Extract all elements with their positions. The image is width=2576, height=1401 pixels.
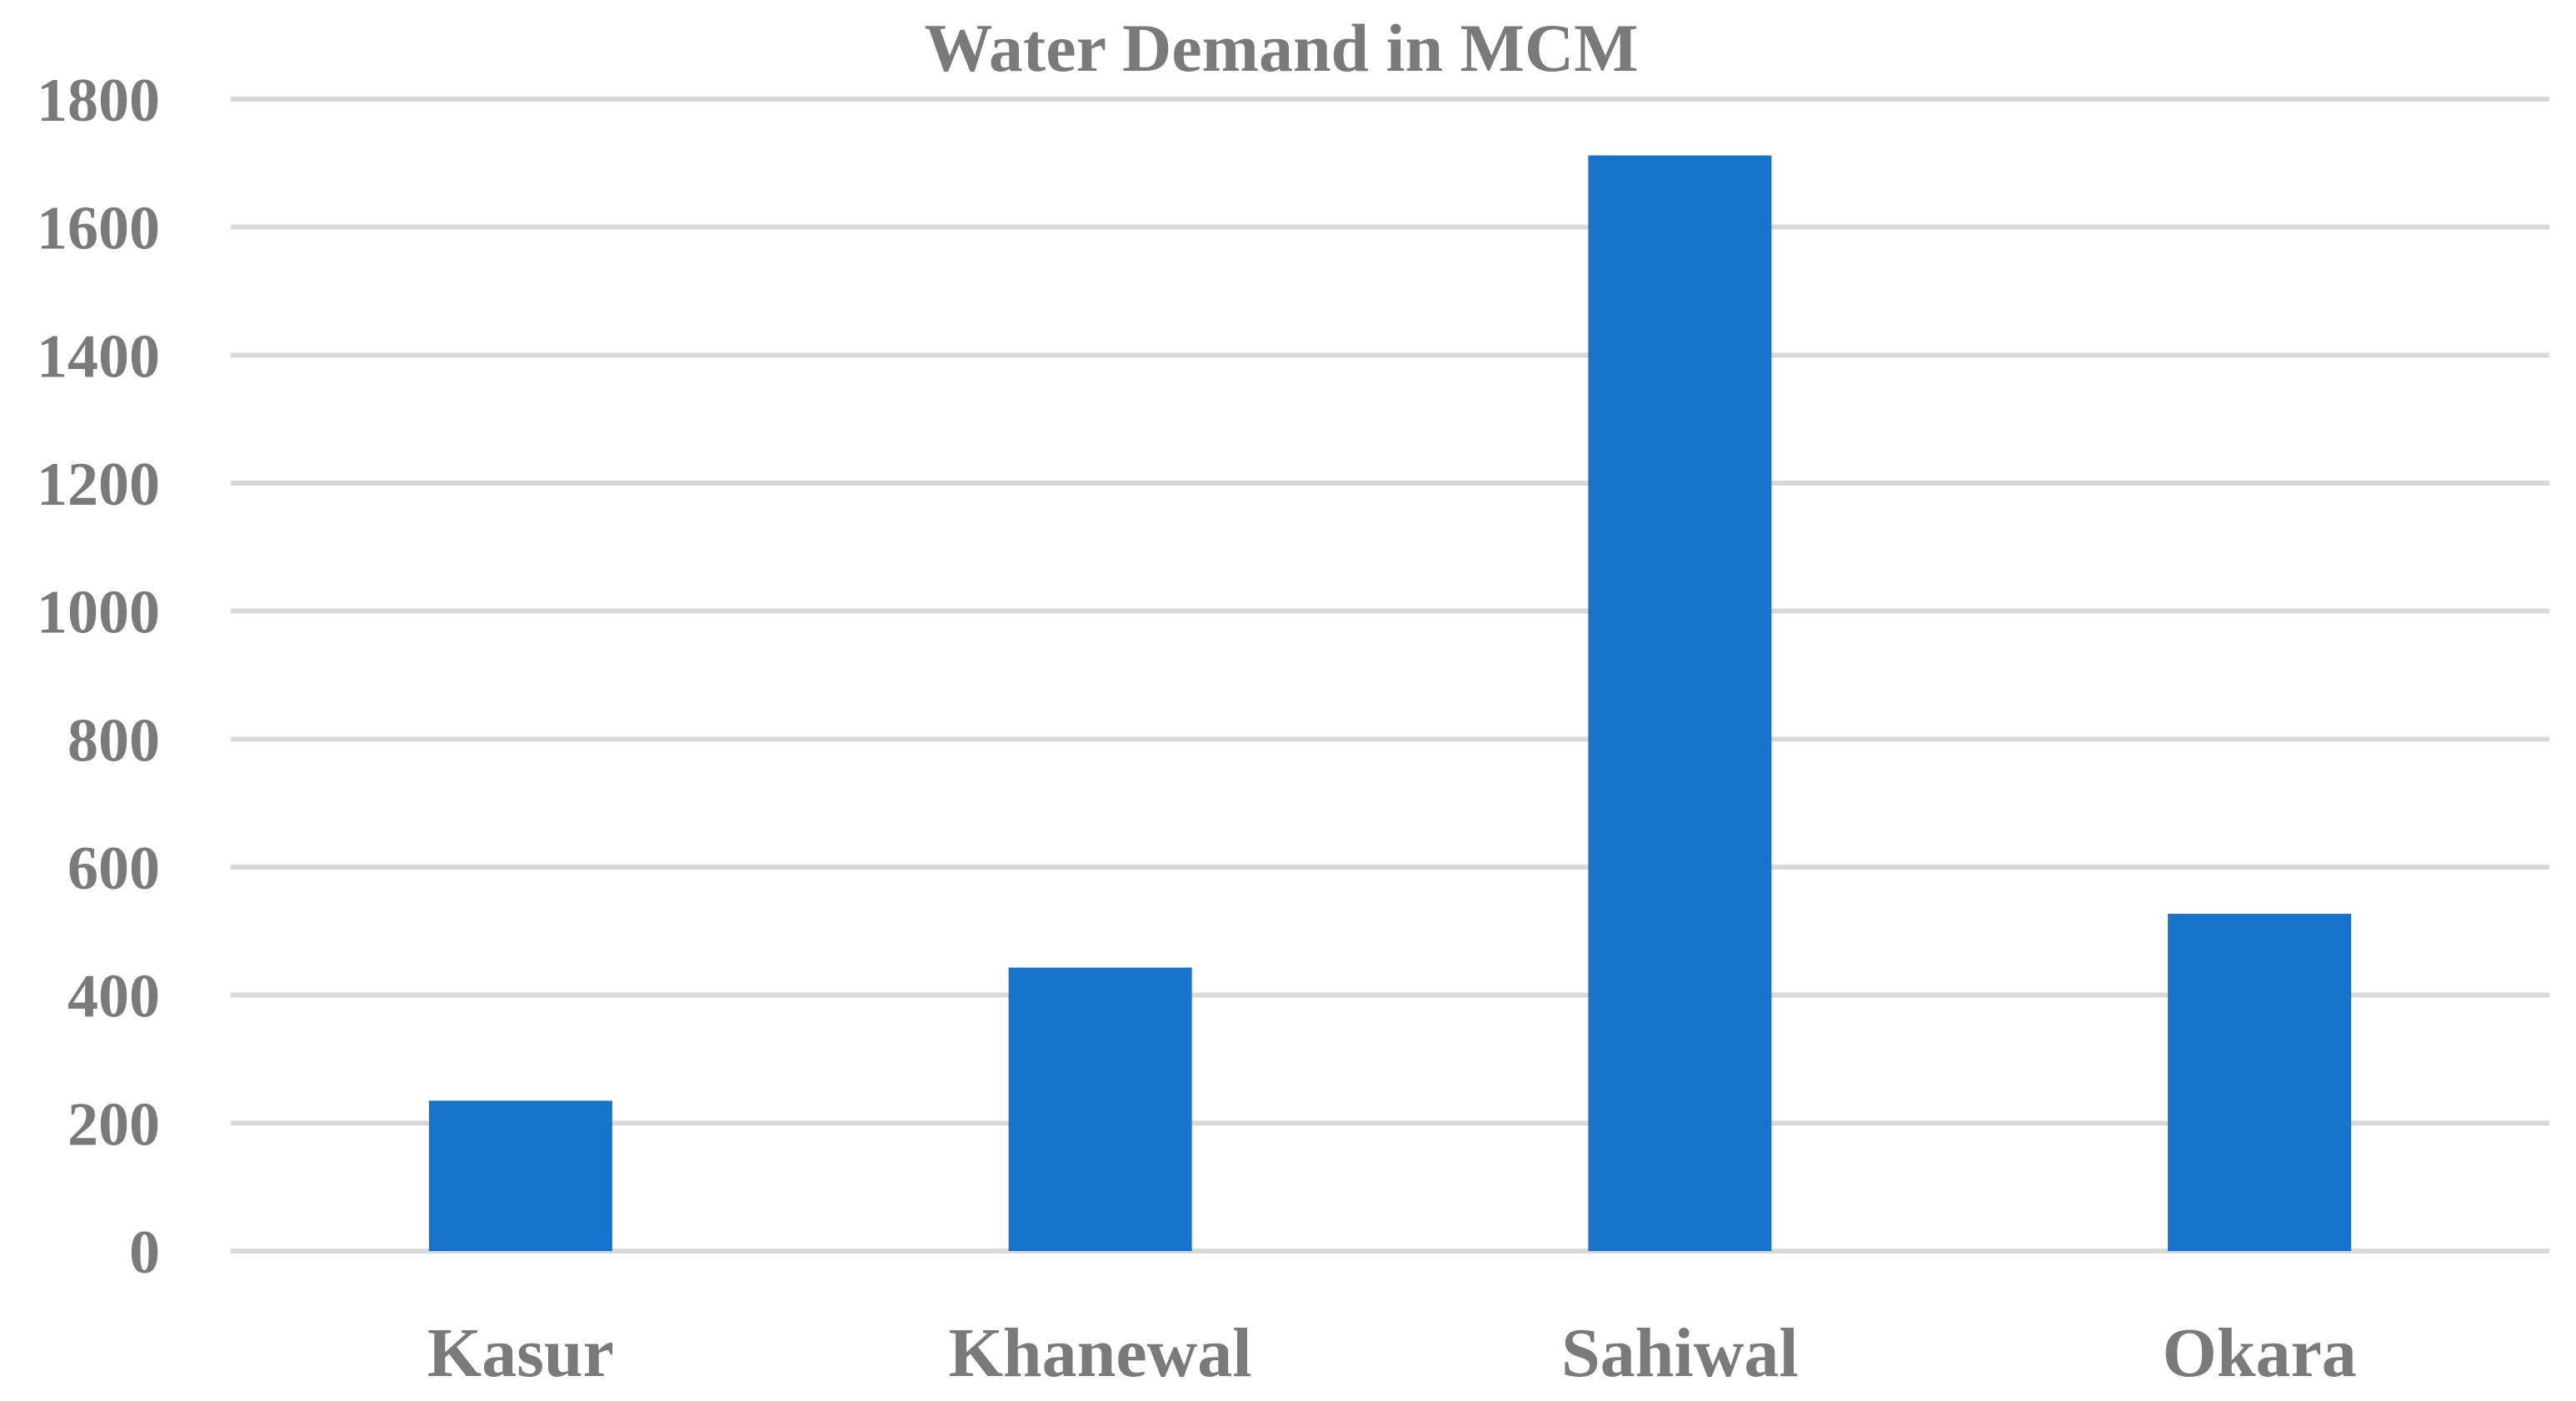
x-tick-label: Khanewal — [949, 1314, 1252, 1392]
y-tick-label: 1200 — [37, 451, 160, 519]
y-axis-tick-labels: 0 200 400 600 800 1000 1200 1400 1600 1800 — [37, 67, 160, 1287]
y-tick-label: 1400 — [37, 322, 160, 391]
x-tick-label: Kasur — [427, 1314, 614, 1392]
y-tick-label: 200 — [67, 1090, 160, 1159]
y-tick-label: 1000 — [37, 579, 160, 647]
y-tick-label: 1600 — [37, 195, 160, 263]
bar-kasur — [428, 1100, 612, 1251]
y-tick-label: 1800 — [37, 67, 160, 135]
bars — [428, 155, 2352, 1252]
bar-okara — [2168, 914, 2352, 1251]
y-tick-label: 400 — [67, 963, 160, 1031]
x-tick-label: Sahiwal — [1561, 1314, 1799, 1392]
y-tick-label: 0 — [129, 1219, 160, 1287]
gridlines — [231, 97, 2549, 1254]
chart-title: Water Demand in MCM — [924, 10, 1638, 86]
bar-khanewal — [1008, 967, 1192, 1251]
bar-sahiwal — [1588, 155, 1772, 1252]
x-tick-label: Okara — [2162, 1314, 2356, 1392]
y-tick-label: 800 — [67, 706, 160, 775]
x-axis-category-labels: Kasur Khanewal Sahiwal Okara — [427, 1314, 2357, 1392]
y-tick-label: 600 — [67, 835, 160, 903]
